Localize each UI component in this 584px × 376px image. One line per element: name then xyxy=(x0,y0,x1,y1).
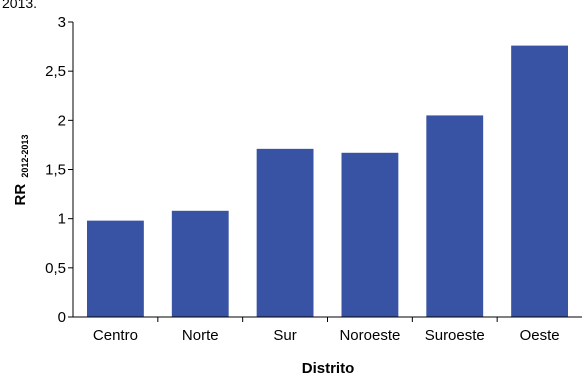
bar-centro xyxy=(86,220,144,317)
y-axis-ticks: 0 0,5 1 1,5 2 2,5 3 xyxy=(45,14,73,326)
bar-norte xyxy=(171,210,229,317)
bars xyxy=(86,45,569,318)
y-tick-label: 2 xyxy=(58,112,66,129)
y-axis-title: RR 2012-2013 xyxy=(12,135,30,206)
x-tick-label-norte: Norte xyxy=(182,327,219,344)
y-tick-label: 1 xyxy=(58,211,66,228)
bar-noroeste xyxy=(341,152,399,317)
y-tick-label: 0,5 xyxy=(45,260,66,277)
bar-sur xyxy=(256,148,314,317)
x-tick-label-noroeste: Noroeste xyxy=(339,327,400,344)
y-axis-title-group: RR 2012-2013 xyxy=(12,135,30,206)
y-tick-label: 2,5 xyxy=(45,63,66,80)
bar-oeste xyxy=(511,45,569,317)
x-tick-label-centro: Centro xyxy=(93,327,138,344)
x-tick-label-suroeste: Suroeste xyxy=(425,327,485,344)
x-axis-title: Distrito xyxy=(302,360,355,376)
x-axis-ticks: Centro Norte Sur Noroeste Suroeste Oeste xyxy=(93,317,560,344)
y-tick-label: 0 xyxy=(58,309,66,326)
x-tick-label-sur: Sur xyxy=(273,327,296,344)
y-tick-label: 1,5 xyxy=(45,162,66,179)
y-axis-title-subscript: 2012-2013 xyxy=(20,135,30,178)
header-partial-text: 2013. xyxy=(2,0,37,11)
bar-suroeste xyxy=(426,115,484,318)
x-tick-label-oeste: Oeste xyxy=(520,327,560,344)
y-tick-label: 3 xyxy=(58,14,66,31)
y-axis-title-main: RR xyxy=(12,184,29,206)
